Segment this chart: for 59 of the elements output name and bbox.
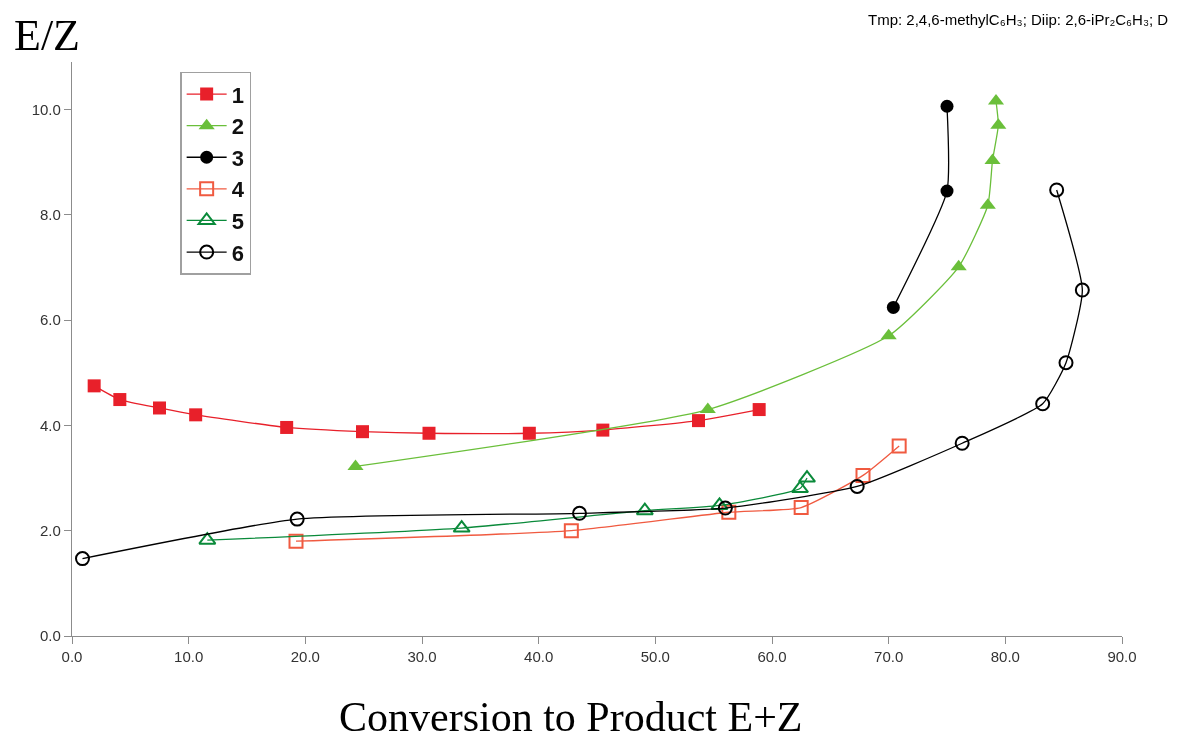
y-tick-label: 0.0 [39, 627, 61, 645]
point [1049, 182, 1065, 198]
point [940, 184, 954, 198]
legend-label: 6 [231, 240, 244, 266]
point [940, 99, 954, 113]
x-tick-label: 10.0 [174, 648, 204, 666]
y-tick-label: 8.0 [39, 205, 61, 223]
x-axis-title: Conversion to Product E+Z [339, 694, 803, 740]
text: Tmp: 2,4,6-methylC₆H₃; Diip: 2,6-iPr₂C₆H₃; D [868, 11, 1169, 28]
point [790, 480, 810, 494]
point [699, 402, 716, 414]
y-tick-label: 6.0 [39, 311, 61, 329]
point [280, 420, 294, 434]
point [1035, 396, 1051, 412]
x-tick-label: 90.0 [1107, 648, 1137, 666]
legend-label: 1 [231, 82, 244, 108]
point [288, 533, 304, 549]
point [717, 500, 733, 516]
point [954, 435, 970, 451]
point [950, 259, 967, 271]
x-tick-label: 0.0 [61, 648, 83, 666]
point [153, 401, 166, 415]
point [692, 414, 705, 428]
point [75, 551, 90, 567]
point [189, 408, 203, 422]
legend-label: 4 [231, 177, 245, 203]
point [855, 467, 871, 483]
y-tick-label: 2.0 [39, 521, 61, 539]
point [891, 438, 907, 454]
point [752, 403, 766, 417]
legend-label: 5 [231, 209, 244, 235]
x-tick-label: 40.0 [524, 648, 554, 666]
x-tick-label: 50.0 [640, 648, 670, 666]
y-axis-title: E/Z [14, 11, 80, 60]
point [635, 502, 654, 516]
x-tick-label: 20.0 [290, 648, 320, 666]
point [849, 478, 865, 494]
x-tick-label: 30.0 [407, 648, 437, 666]
y-tick-label: 4.0 [39, 416, 61, 434]
x-tick-label: 60.0 [757, 648, 787, 666]
point [721, 504, 737, 520]
point [793, 500, 809, 516]
x-tick-label: 70.0 [874, 648, 904, 666]
point [289, 511, 305, 527]
y-tick-label: 10.0 [31, 100, 61, 118]
x-tick-label: 80.0 [990, 648, 1020, 666]
point [87, 379, 101, 393]
point [522, 426, 536, 440]
point [880, 328, 897, 340]
point [356, 425, 369, 439]
legend-label: 2 [231, 114, 244, 140]
point [1074, 282, 1090, 298]
point [572, 505, 587, 521]
point [1058, 355, 1074, 371]
point [113, 393, 127, 407]
point [422, 426, 436, 440]
legend-label: 3 [231, 145, 244, 171]
point [886, 300, 900, 314]
point [563, 523, 579, 539]
